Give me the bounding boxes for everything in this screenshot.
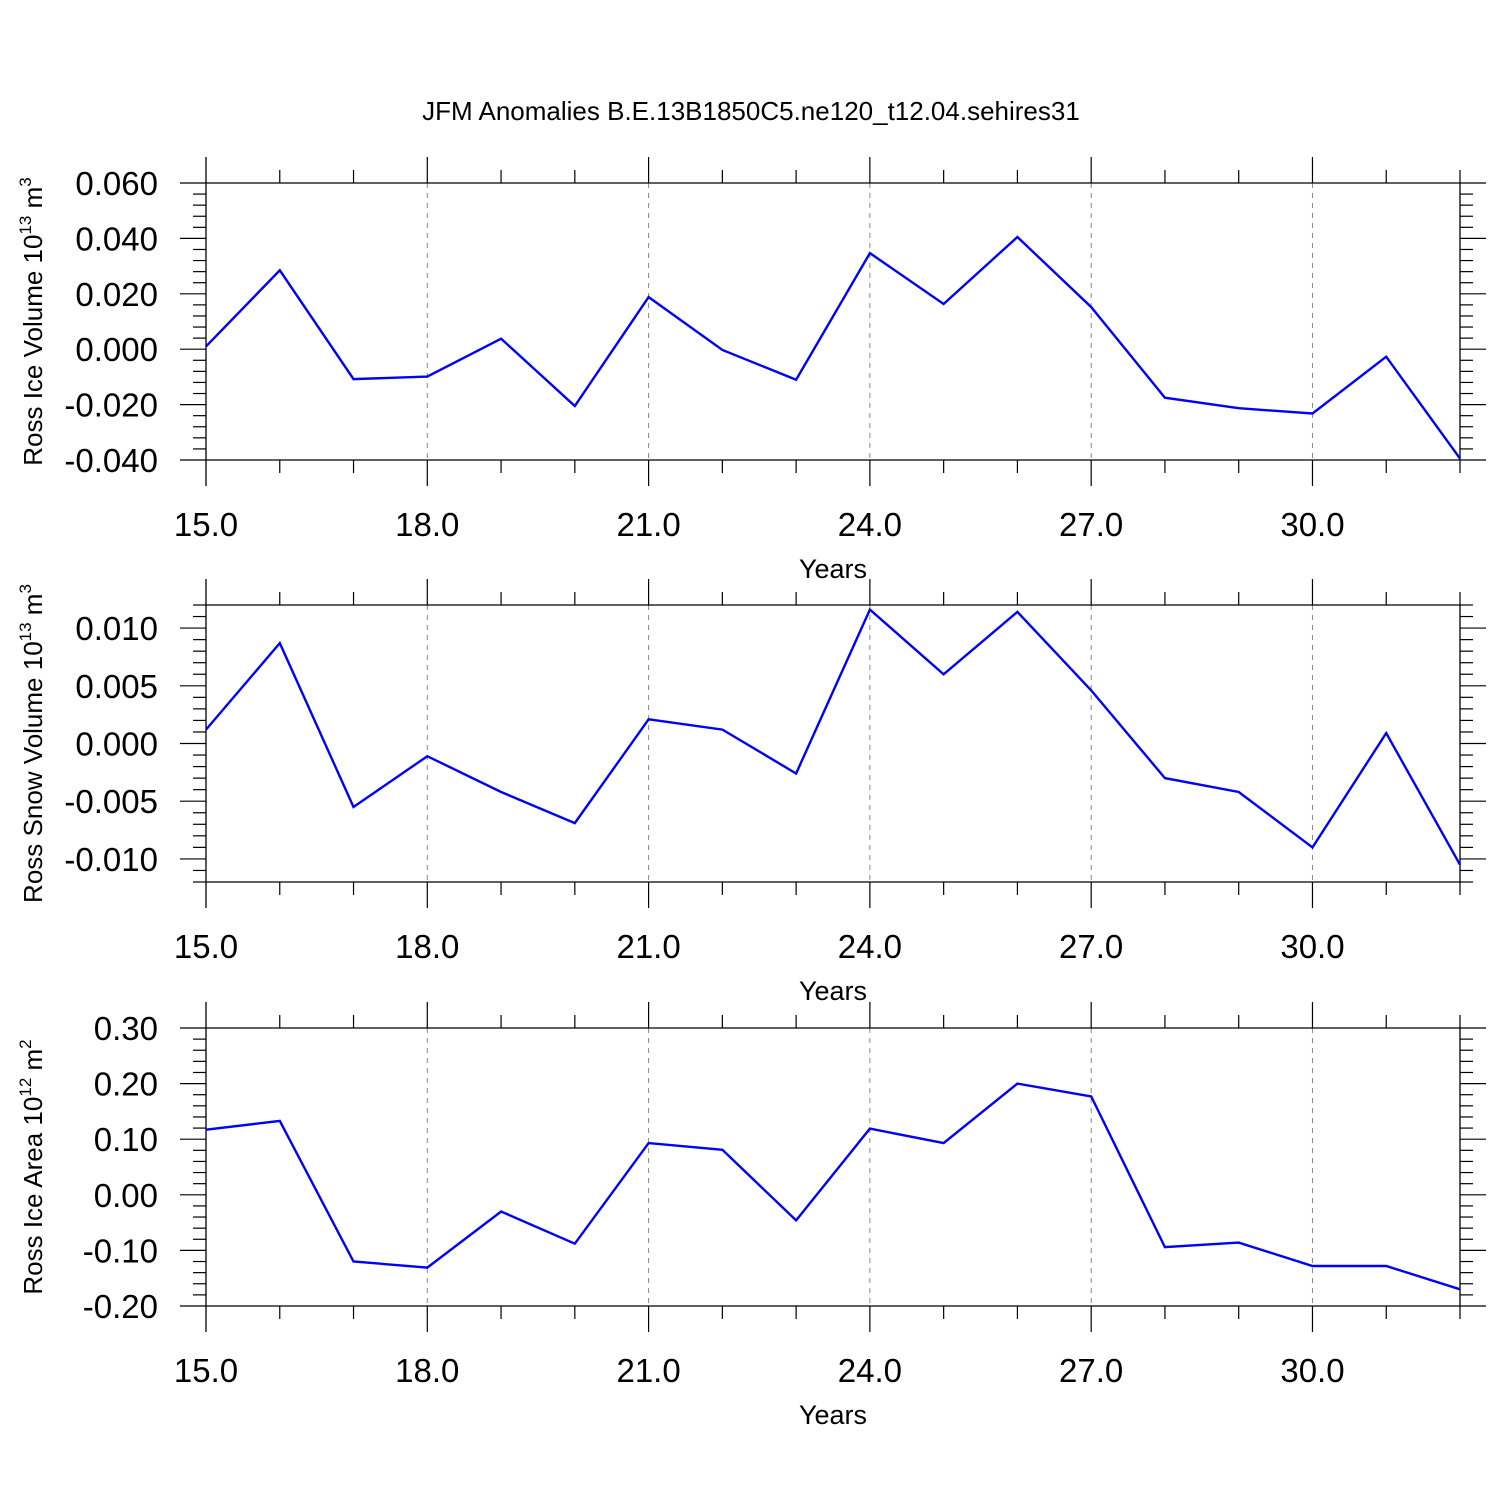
x-tick-label: 27.0: [1059, 928, 1123, 965]
y-tick-label: 0.000: [75, 726, 158, 763]
y-tick-label: -0.010: [64, 841, 158, 878]
x-tick-label: 24.0: [838, 1352, 902, 1389]
y-axis-title-main: Ross Snow Volume 10: [18, 641, 48, 903]
x-tick-label: 21.0: [616, 928, 680, 965]
panels: 15.0 18.0 21.0 24.0 27.0 30.0 -0.040 -0.020 0.00…: [16, 157, 1486, 1430]
y-tick-label: 0.000: [75, 331, 158, 368]
x-tick-label: 18.0: [395, 1352, 459, 1389]
x-tick-label: 27.0: [1059, 506, 1123, 543]
y-tick-label: 0.30: [94, 1010, 158, 1047]
x-axis-title: Years: [799, 1400, 867, 1430]
x-axis-title: Years: [799, 976, 867, 1006]
y-axis-title-unit: m: [18, 1049, 48, 1078]
x-tick-label: 21.0: [616, 1352, 680, 1389]
y-axis-title-exponent: 12: [16, 1078, 35, 1097]
x-axis-title: Years: [799, 554, 867, 584]
y-axis-title: Ross Snow Volume 1013 m3: [16, 584, 48, 903]
y-tick-label: -0.040: [64, 442, 158, 479]
x-tick-label: 30.0: [1280, 1352, 1344, 1389]
x-tick-label: 24.0: [838, 928, 902, 965]
y-axis-title-unit-exponent: 3: [16, 177, 35, 186]
y-tick-label: -0.10: [83, 1232, 158, 1269]
x-tick-label: 30.0: [1280, 928, 1344, 965]
x-tick-label: 21.0: [616, 506, 680, 543]
x-tick-label: 27.0: [1059, 1352, 1123, 1389]
y-tick-label: 0.020: [75, 276, 158, 313]
y-axis-title-main: Ross Ice Volume 10: [18, 235, 48, 466]
y-tick-label: 0.040: [75, 220, 158, 257]
y-tick-label: 0.20: [94, 1066, 158, 1103]
y-axis-title-unit-exponent: 2: [16, 1039, 35, 1048]
series-line: [205, 235, 1461, 460]
y-axis-title-unit: m: [18, 594, 48, 623]
y-axis-title-unit-exponent: 3: [16, 584, 35, 593]
y-tick-label: 0.010: [75, 610, 158, 647]
y-axis-title-exponent: 13: [16, 216, 35, 235]
y-tick-label: -0.005: [64, 783, 158, 820]
y-axis-title: Ross Ice Area 1012 m2: [16, 1039, 48, 1294]
y-tick-label: 0.005: [75, 668, 158, 705]
x-tick-label: 15.0: [174, 928, 238, 965]
y-tick-label: -0.020: [64, 387, 158, 424]
y-axis-title-exponent: 13: [16, 622, 35, 641]
y-axis-title: Ross Ice Volume 1013 m3: [16, 177, 48, 466]
y-tick-label: 0.00: [94, 1177, 158, 1214]
y-axis-title-main: Ross Ice Area 10: [18, 1097, 48, 1295]
x-tick-label: 18.0: [395, 928, 459, 965]
x-tick-label: 18.0: [395, 506, 459, 543]
y-tick-label: -0.20: [83, 1288, 158, 1325]
series-line: [205, 1082, 1461, 1291]
x-tick-label: 15.0: [174, 1352, 238, 1389]
y-axis-title-unit: m: [18, 187, 48, 216]
chart-panel-2: 15.0 18.0 21.0 24.0 27.0 30.0 -0.010 -0.005 0.00…: [16, 579, 1486, 1006]
chart-panel-3: 15.0 18.0 21.0 24.0 27.0 30.0 -0.20 -0.10 0.00 0.…: [16, 1002, 1486, 1430]
x-tick-label: 15.0: [174, 506, 238, 543]
x-tick-label: 30.0: [1280, 506, 1344, 543]
x-tick-label: 24.0: [838, 506, 902, 543]
y-tick-label: 0.060: [75, 165, 158, 202]
y-tick-label: 0.10: [94, 1121, 158, 1158]
chart-title: JFM Anomalies B.E.13B1850C5.ne120_t12.04…: [422, 96, 1080, 126]
chart-panel-1: 15.0 18.0 21.0 24.0 27.0 30.0 -0.040 -0.020 0.00…: [16, 157, 1486, 584]
series-line: [205, 607, 1462, 866]
